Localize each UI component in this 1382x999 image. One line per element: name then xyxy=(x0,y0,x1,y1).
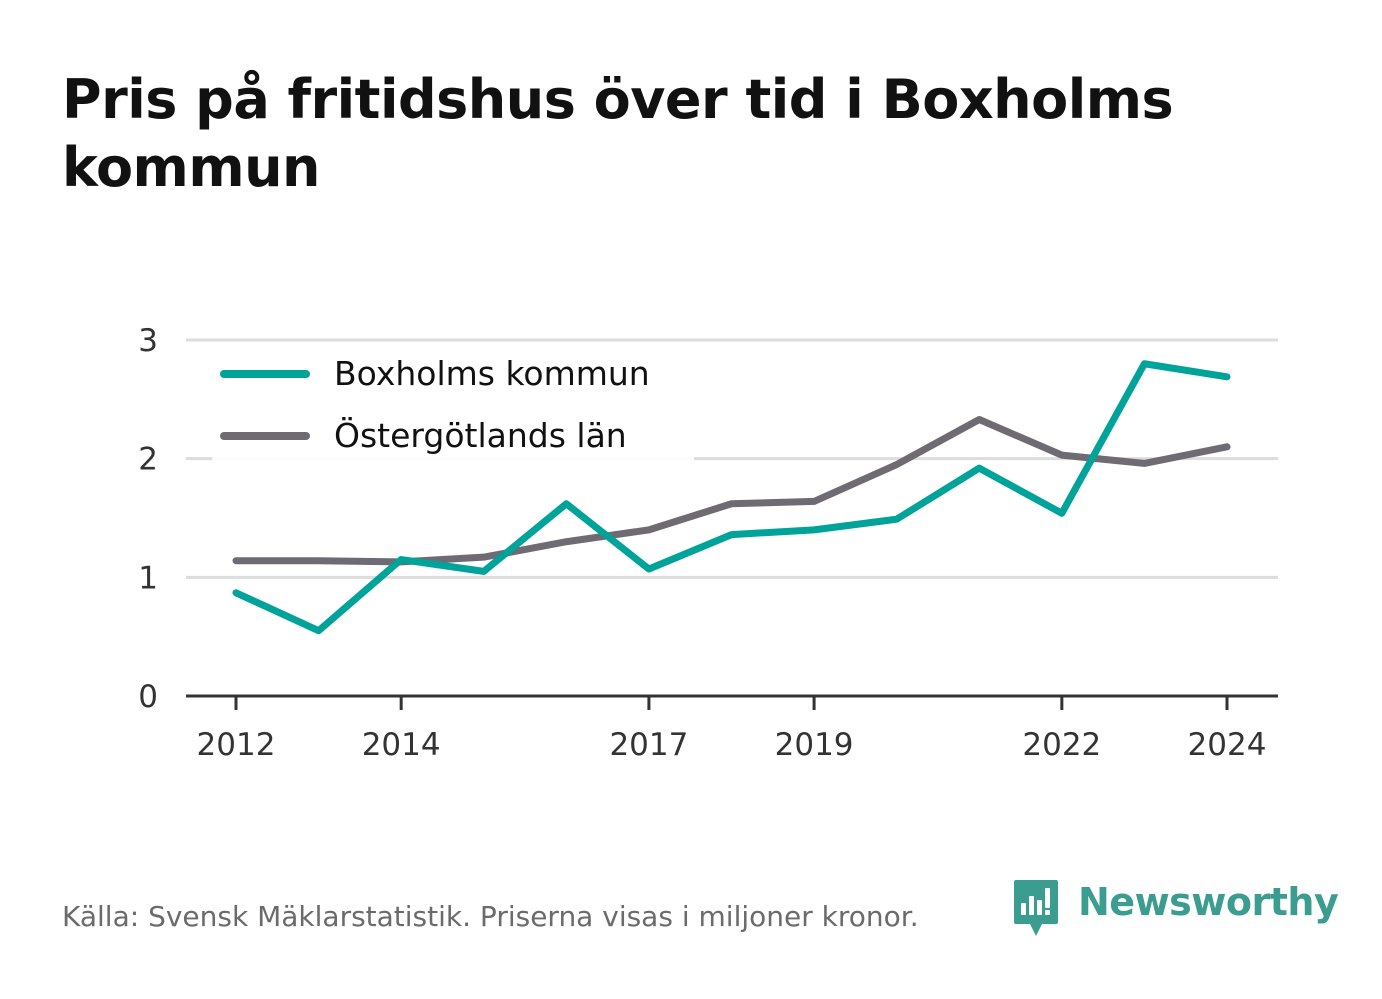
chart-title: Pris på fritidshus över tid i Boxholms k… xyxy=(62,68,1174,199)
series-line-0 xyxy=(232,360,1231,635)
y-tick-label: 3 xyxy=(138,323,158,359)
brand-name: Newsworthy xyxy=(1078,880,1339,924)
legend-label: Boxholms kommun xyxy=(334,354,650,393)
y-tick-label: 2 xyxy=(138,442,158,478)
newsworthy-logo-icon xyxy=(1014,880,1058,936)
legend: Boxholms kommun Östergötlands län xyxy=(212,346,694,462)
x-tick-label: 2014 xyxy=(362,727,441,763)
x-tick-label: 2017 xyxy=(609,727,688,763)
source-note: Källa: Svensk Mäklarstatistik. Priserna … xyxy=(62,900,919,933)
x-tick-label: 2022 xyxy=(1022,727,1101,763)
brand-logo[interactable]: Newsworthy xyxy=(1012,878,1339,942)
legend-label: Östergötlands län xyxy=(334,415,627,455)
x-axis-ticks: 2012 2014 2017 2019 2022 2024 xyxy=(197,696,1267,763)
x-tick-label: 2024 xyxy=(1188,727,1267,763)
series-lines xyxy=(232,360,1231,635)
x-tick-label: 2019 xyxy=(775,727,854,763)
y-tick-label: 1 xyxy=(138,560,158,596)
y-tick-label: 0 xyxy=(138,679,158,715)
x-tick-label: 2012 xyxy=(197,727,276,763)
legend-background xyxy=(212,346,694,462)
y-axis-ticks: 0 1 2 3 xyxy=(138,323,158,715)
